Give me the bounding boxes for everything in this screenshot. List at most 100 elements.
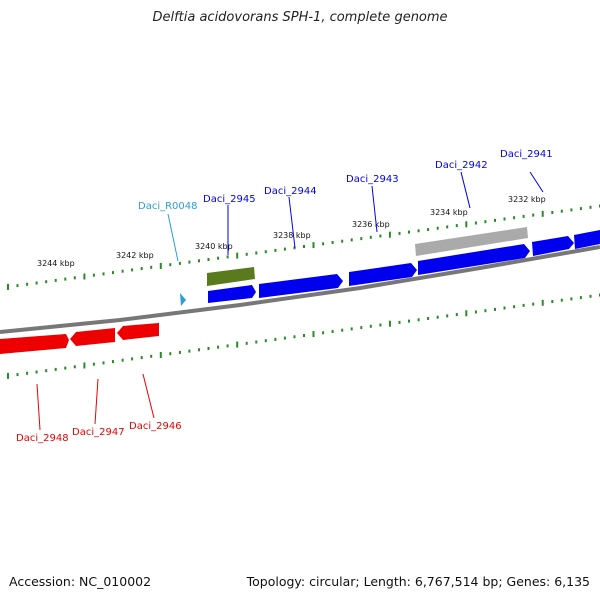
minor-tick <box>112 271 114 275</box>
minor-tick <box>283 247 286 251</box>
gene-arrow-daci-2947[interactable] <box>70 328 115 346</box>
major-tick <box>83 362 86 369</box>
minor-tick <box>513 216 516 220</box>
minor-tick <box>570 208 573 212</box>
gene-label-daci-2946[interactable]: Daci_2946 <box>129 421 182 432</box>
minor-tick <box>92 273 95 277</box>
minor-tick <box>360 326 363 330</box>
minor-tick <box>217 256 220 260</box>
major-tick <box>83 273 86 280</box>
minor-tick <box>293 335 296 339</box>
gene-arrow-daci-2943[interactable] <box>349 263 417 286</box>
minor-tick <box>64 366 67 370</box>
minor-tick <box>92 362 95 366</box>
minor-tick <box>73 365 76 369</box>
gene-label-daci-r0048[interactable]: Daci_R0048 <box>138 201 198 212</box>
minor-tick <box>102 272 105 276</box>
minor-tick <box>226 255 229 259</box>
green-feature-block[interactable] <box>207 267 255 286</box>
minor-tick <box>446 225 449 229</box>
minor-tick <box>369 235 372 239</box>
minor-tick <box>560 298 563 302</box>
minor-tick <box>446 314 449 318</box>
minor-tick <box>274 337 277 341</box>
gene-arrow-daci-2948[interactable] <box>0 334 69 354</box>
lower-tick-row <box>7 293 600 379</box>
gene-label-daci-2948[interactable]: Daci_2948 <box>16 433 69 444</box>
minor-tick <box>436 315 439 319</box>
minor-tick <box>140 267 143 271</box>
gene-label-daci-2944[interactable]: Daci_2944 <box>264 186 317 197</box>
gene-arrow-daci-2946[interactable] <box>117 323 159 340</box>
minor-tick <box>341 328 344 332</box>
minor-tick <box>264 339 267 343</box>
major-tick <box>465 221 468 228</box>
minor-tick <box>484 309 487 313</box>
gene-arrow-daci-2945[interactable] <box>208 285 256 303</box>
gray-feature-block[interactable] <box>415 227 528 256</box>
minor-tick <box>188 349 191 353</box>
minor-tick <box>150 354 153 358</box>
minor-tick <box>589 205 592 209</box>
gene-arrow-daci-2944[interactable] <box>259 274 343 298</box>
major-tick <box>541 210 544 217</box>
minor-tick <box>379 323 382 327</box>
gene-labels: Daci_2941 Daci_2942 Daci_2943 Daci_2944 … <box>16 149 553 444</box>
minor-tick <box>474 221 477 225</box>
minor-tick <box>131 357 134 361</box>
minor-tick <box>427 228 430 231</box>
minor-tick <box>579 296 582 300</box>
minor-tick <box>398 320 401 324</box>
minor-tick <box>369 324 372 328</box>
gene-label-daci-2943[interactable]: Daci_2943 <box>346 174 399 185</box>
major-tick <box>465 310 468 317</box>
gene-arrow-daci-2941[interactable] <box>532 236 574 256</box>
scale-label-3232: 3232 kbp <box>508 195 546 204</box>
minor-tick <box>331 241 334 244</box>
major-tick <box>7 372 9 379</box>
minor-tick <box>303 245 305 248</box>
gene-arrow-daci-2942[interactable] <box>418 244 530 275</box>
minor-tick <box>494 218 496 222</box>
major-tick <box>159 352 162 358</box>
minor-tick <box>45 280 48 284</box>
minor-tick <box>503 217 506 221</box>
minor-tick <box>417 229 420 233</box>
gene-label-daci-2942[interactable]: Daci_2942 <box>435 160 488 171</box>
rna-marker-daci-r0048[interactable] <box>180 293 186 306</box>
minor-tick <box>178 261 181 265</box>
scale-label-3236: 3236 kbp <box>352 220 390 229</box>
minor-tick <box>350 238 353 242</box>
gene-arrow-next[interactable] <box>574 230 600 249</box>
major-tick <box>312 331 315 338</box>
minor-tick <box>188 260 191 264</box>
minor-tick <box>178 350 181 354</box>
gene-label-daci-2941[interactable]: Daci_2941 <box>500 149 553 160</box>
minor-tick <box>131 268 134 272</box>
minor-tick <box>169 352 172 356</box>
minor-tick <box>417 318 420 322</box>
minor-tick <box>283 336 286 340</box>
scale-label-3240: 3240 kbp <box>195 242 233 251</box>
major-tick <box>236 252 239 259</box>
minor-tick <box>169 263 172 267</box>
minor-tick <box>16 373 19 377</box>
minor-tick <box>54 367 57 371</box>
upper-tick-row <box>7 204 600 290</box>
minor-tick <box>322 242 325 246</box>
major-tick <box>159 263 162 269</box>
minor-tick <box>35 370 38 374</box>
minor-tick <box>398 231 401 235</box>
minor-tick <box>455 313 458 317</box>
scale-label-3242: 3242 kbp <box>116 251 154 260</box>
minor-tick <box>551 211 554 214</box>
minor-tick <box>245 341 248 345</box>
minor-tick <box>73 276 76 280</box>
minor-tick <box>245 252 248 256</box>
minor-tick <box>494 307 496 311</box>
gene-label-daci-2945[interactable]: Daci_2945 <box>203 194 256 205</box>
minor-tick <box>379 234 382 238</box>
accession-text: Accession: NC_010002 <box>9 574 152 589</box>
gene-label-daci-2947[interactable]: Daci_2947 <box>72 427 125 438</box>
